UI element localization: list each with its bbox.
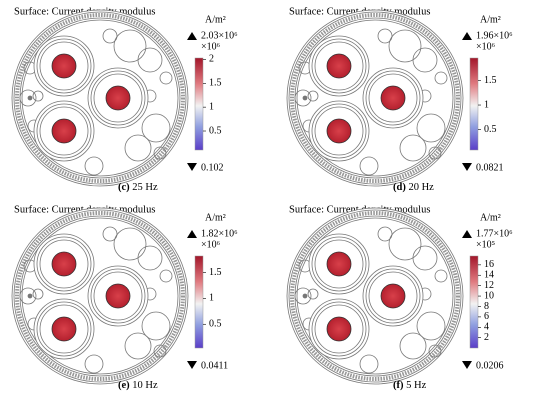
cable-drawing [10,8,190,188]
max-label: 1.77×10⁶ [476,228,513,239]
multiplier: ×10⁶ [201,41,221,52]
max-label: 1.82×10⁶ [201,228,238,239]
caption: (d) 20 Hz [393,182,434,193]
max-label: 1.96×10⁶ [476,30,513,41]
min-label: 0.0821 [476,162,504,173]
caption-label: (f) [393,380,404,391]
max-marker [462,230,472,238]
caption: (c) 25 Hz [118,182,158,193]
min-marker [462,361,472,369]
colorbar-tick-label: 2 [484,332,489,343]
colorbar-tick-label: 0.5 [209,125,222,136]
panel: Surface: Current density modulusA/m²1.96… [285,6,513,193]
multiplier: ×10⁶ [201,239,221,250]
panel: Surface: Current density modulusA/m²1.77… [285,204,513,391]
caption-label: (e) [118,380,130,391]
cable-drawing [10,206,190,386]
colorbar-tick-label: 1 [484,99,489,110]
colorbar-tick-label: 2 [209,54,214,65]
colorbar [194,57,204,151]
colorbar-tick-label: 16 [484,259,494,270]
cable-drawing [285,8,465,188]
colorbar-tick-label: 14 [484,270,494,281]
panel: Surface: Current density modulusA/m²1.82… [10,204,238,391]
caption: (e) 10 Hz [118,380,158,391]
multiplier: ×10⁵ [476,239,495,250]
colorbar-tick-label: 0.5 [484,124,497,135]
caption-text: 25 Hz [132,182,158,193]
caption: (f) 5 Hz [393,380,427,391]
colorbar-tick-label: 4 [484,322,489,333]
panel: Surface: Current density modulusA/m²2.03… [10,6,238,193]
caption-text: 10 Hz [132,380,158,391]
colorbar-tick-label: 1 [209,101,214,112]
caption-label: (d) [393,182,406,193]
min-label: 0.102 [201,162,224,173]
unit: A/m² [480,14,501,25]
unit: A/m² [205,212,226,223]
caption-text: 5 Hz [406,380,426,391]
unit: A/m² [205,14,226,25]
colorbar-tick-label: 1.5 [209,78,222,89]
min-marker [187,163,197,171]
caption-text: 20 Hz [408,182,434,193]
colorbar-tick-label: 1 [209,293,214,304]
max-label: 2.03×10⁶ [201,30,238,41]
cable-drawing [285,206,465,386]
multiplier: ×10⁶ [476,41,496,52]
min-marker [187,361,197,369]
colorbar-tick-label: 1.5 [484,75,497,86]
max-marker [187,230,197,238]
max-marker [187,32,197,40]
colorbar-tick-label: 12 [484,280,494,291]
min-marker [462,163,472,171]
min-label: 0.0206 [476,360,504,371]
unit: A/m² [480,212,501,223]
min-label: 0.0411 [201,360,228,371]
caption-label: (c) [118,182,130,193]
colorbar-tick-label: 1.5 [209,267,222,278]
colorbar [194,255,204,349]
colorbar-tick-label: 6 [484,311,489,322]
colorbar-tick-label: 0.5 [209,319,222,330]
colorbar [469,255,479,349]
colorbar [469,57,479,151]
colorbar-tick-label: 8 [484,301,489,312]
max-marker [462,32,472,40]
colorbar-tick-label: 10 [484,290,494,301]
